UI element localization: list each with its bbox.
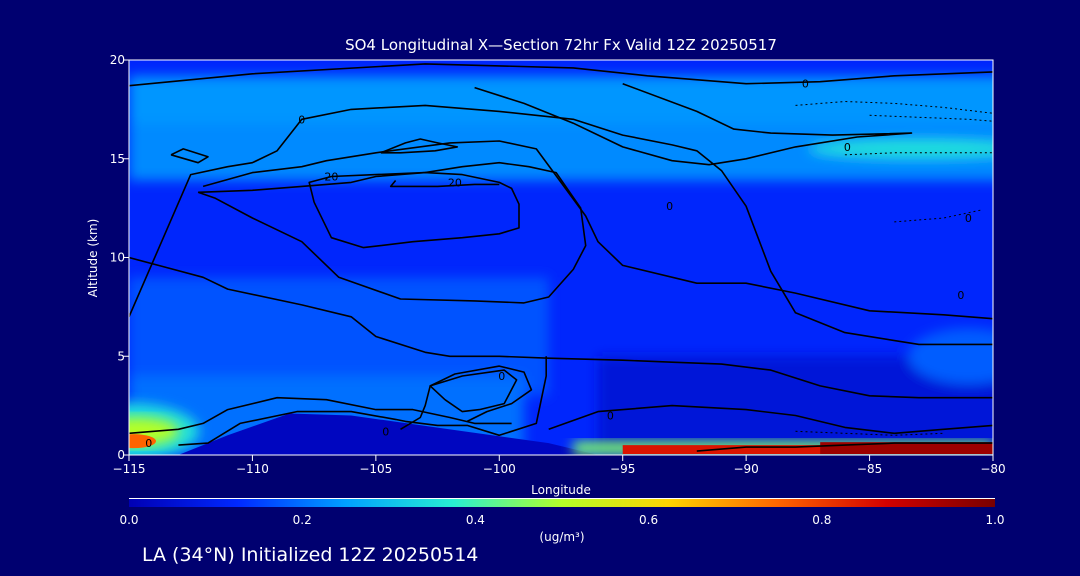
contour-line-10 <box>178 356 547 446</box>
contour-line-8 <box>170 148 209 164</box>
field-east-mid-glow <box>908 328 993 385</box>
colorbar: 0.0 0.2 0.4 0.6 0.8 1.0 (ug/m³) <box>119 498 1005 544</box>
contour-label-6: 0 <box>844 141 851 154</box>
contour-line-11 <box>129 396 512 435</box>
contour-line-15 <box>696 442 993 452</box>
colorbar-tick-label-1: 0.2 <box>293 513 312 527</box>
y-tick-label-0: 0 <box>117 448 125 462</box>
field-surface-east-hot <box>820 442 993 455</box>
contour-line-9 <box>474 82 913 166</box>
contour-line-5 <box>308 171 520 249</box>
contour-label-5: 0 <box>802 78 809 91</box>
contour-line-4 <box>197 161 587 304</box>
colorbar-ticks: 0.0 0.2 0.4 0.6 0.8 1.0 <box>119 513 1004 527</box>
contour-label-2: 0 <box>498 370 505 383</box>
chart-title: SO4 Longitudinal X—Section 72hr Fx Valid… <box>345 36 777 54</box>
colorbar-strip <box>129 499 995 507</box>
y-axis-label: Altitude (km) <box>86 219 100 298</box>
x-axis: −115 −110 −105 −100 −95 −90 −85 −80 <box>113 455 1006 476</box>
field-upper-band-2 <box>129 75 993 124</box>
contour-line-14 <box>548 404 993 435</box>
contour-line-2 <box>129 256 993 399</box>
footer-caption: LA (34°N) Initialized 12Z 20250514 <box>142 544 478 566</box>
contour-line-3 <box>202 140 993 320</box>
contour-labels: 0 0 0 0 0 0 0 0 0 0 20 20 <box>145 78 972 450</box>
colorbar-unit-label: (ug/m³) <box>539 530 584 544</box>
contour-line-6 <box>389 179 500 188</box>
x-tick-label-7: −80 <box>980 462 1005 476</box>
field-low-west-peak <box>129 434 156 449</box>
contour-line-17 <box>869 114 993 122</box>
contour-label-4: 0 <box>298 113 305 126</box>
contour-line-0 <box>129 63 993 87</box>
y-tick-label-4: 20 <box>110 53 125 67</box>
y-tick-label-3: 15 <box>110 152 125 166</box>
colorbar-tick-label-2: 0.4 <box>466 513 485 527</box>
contour-label-1: 0 <box>382 425 389 438</box>
x-tick-label-4: −95 <box>610 462 635 476</box>
x-tick-label-6: −85 <box>857 462 882 476</box>
field-surface-east-core <box>622 445 993 455</box>
x-tick-label-3: −100 <box>483 462 516 476</box>
contour-label-8: 0 <box>957 289 964 302</box>
contour-label-3: 0 <box>607 410 614 423</box>
concentration-field <box>129 75 993 455</box>
contour-line-13 <box>429 369 518 413</box>
field-upper-band-core <box>808 139 993 158</box>
contour-line-1 <box>129 104 993 346</box>
x-tick-label-1: −110 <box>236 462 269 476</box>
colorbar-tick-label-3: 0.6 <box>639 513 658 527</box>
contour-label-10: 20 <box>324 171 338 184</box>
contour-line-7 <box>380 138 459 154</box>
plot-area: 0 0 0 0 0 0 0 0 0 0 20 20 <box>129 60 993 455</box>
colorbar-tick-label-4: 0.8 <box>812 513 831 527</box>
x-axis-label: Longitude <box>531 483 591 497</box>
colorbar-tick-label-0: 0.0 <box>119 513 138 527</box>
contour-label-7: 0 <box>965 212 972 225</box>
contour-label-0: 0 <box>145 437 152 450</box>
contour-line-12 <box>400 365 533 430</box>
x-tick-label-0: −115 <box>113 462 146 476</box>
contour-label-9: 0 <box>666 200 673 213</box>
x-tick-label-2: −105 <box>359 462 392 476</box>
field-terrain <box>178 413 599 455</box>
contour-line-19 <box>894 209 981 223</box>
y-tick-label-1: 5 <box>117 349 125 363</box>
x-tick-label-5: −90 <box>733 462 758 476</box>
y-tick-label-2: 10 <box>110 251 125 265</box>
colorbar-tick-label-5: 1.0 <box>985 513 1004 527</box>
contour-label-11: 20 <box>448 176 462 189</box>
contour-line-16 <box>795 100 993 114</box>
contour-lines <box>129 63 993 452</box>
y-axis: 0 5 10 15 20 <box>110 53 129 462</box>
